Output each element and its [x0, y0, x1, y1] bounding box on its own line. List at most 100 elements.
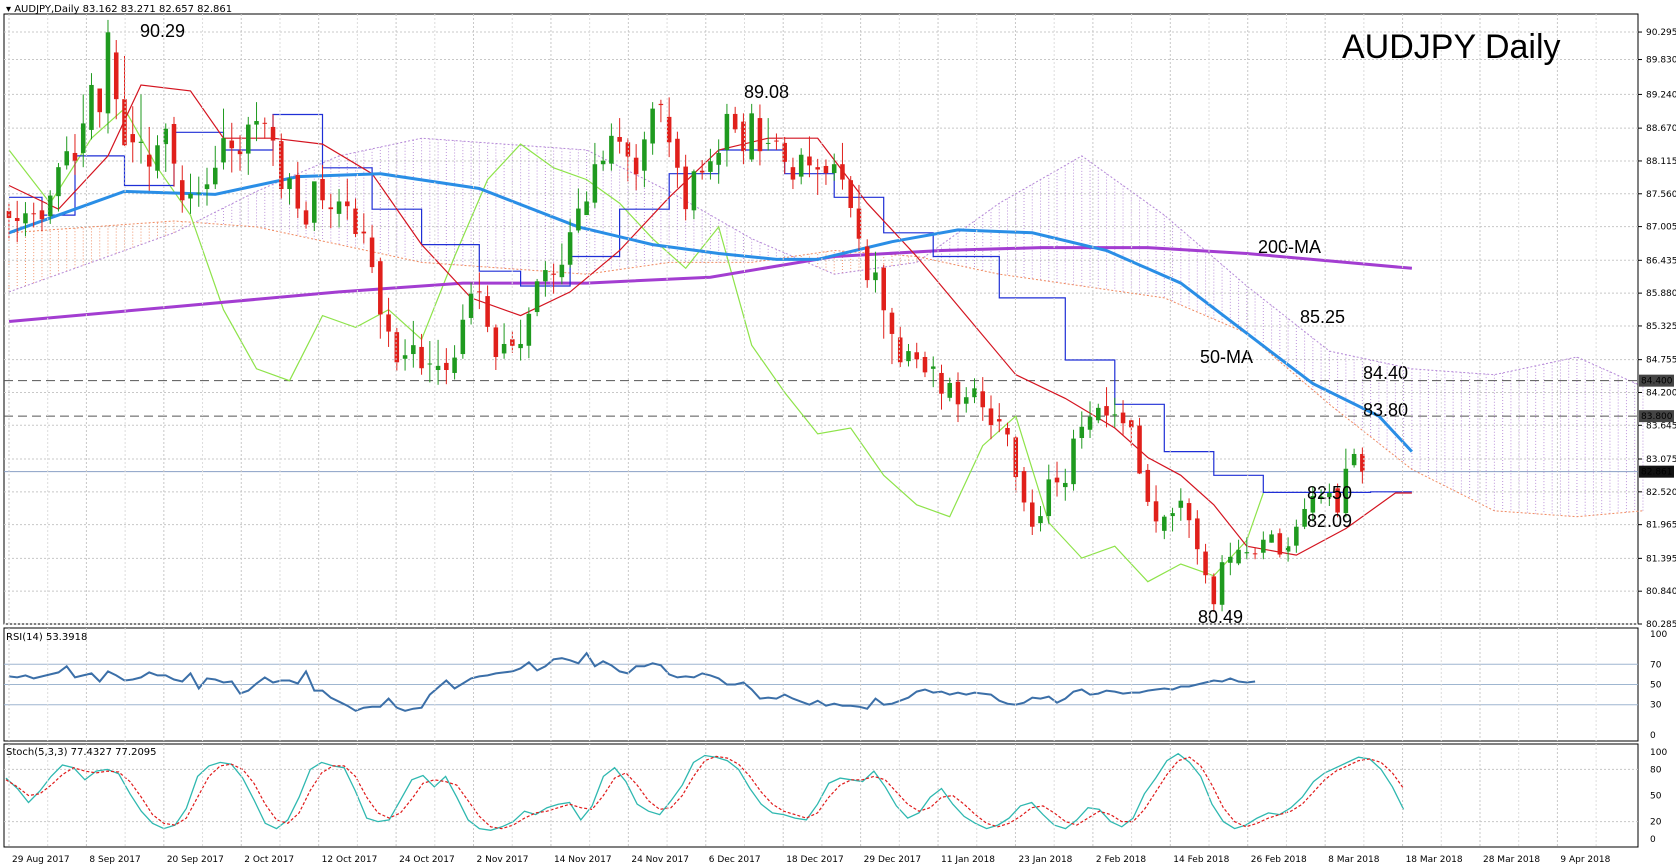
chart-title: AUDJPY Daily [1342, 28, 1561, 66]
candle-body [39, 210, 45, 220]
candle-body [23, 213, 28, 224]
candle-body [567, 232, 573, 265]
candle-body [427, 363, 433, 365]
date-tick-label: 23 Jan 2018 [1018, 855, 1072, 865]
date-tick-label: 2 Nov 2017 [477, 855, 529, 865]
price-annotation: 84.40 [1363, 363, 1408, 383]
date-tick-label: 11 Jan 2018 [941, 855, 995, 865]
candle-body [295, 174, 301, 209]
date-axis: 29 Aug 2017 8 Sep 2017 20 Sep 2017 2 Oct 20… [8, 14, 1611, 865]
candle-body [1327, 493, 1332, 498]
price-tick-label: 87.005 [1646, 223, 1676, 233]
candle-body [1079, 426, 1085, 439]
price-annotation: 80.49 [1198, 607, 1243, 627]
price-tick-label: 86.435 [1646, 256, 1676, 266]
candle-body [699, 170, 705, 173]
price-annotation: 83.80 [1363, 400, 1408, 420]
price-tick-label: 83.645 [1646, 421, 1676, 431]
candle-body [477, 291, 482, 293]
candle-body [1178, 500, 1184, 508]
candle-body [1219, 562, 1225, 605]
candle-body [444, 362, 449, 371]
candle-body [72, 152, 78, 161]
candle-body [378, 261, 383, 315]
candle-body [105, 32, 111, 114]
price-tick-label: 81.965 [1646, 521, 1676, 531]
candle-body [757, 118, 763, 152]
price-annotation: 89.08 [744, 82, 789, 102]
candle-body [576, 208, 581, 231]
candle-body [386, 314, 391, 332]
stoch-tick-label: 100 [1650, 748, 1667, 758]
candle-body [1195, 518, 1200, 550]
stoch-tick-label: 80 [1650, 765, 1662, 775]
candle-body [485, 296, 490, 327]
candle-body [526, 313, 532, 346]
candle-body [873, 272, 878, 281]
date-tick-label: 14 Nov 2017 [554, 855, 612, 865]
candle-body [716, 152, 721, 165]
price-tick-label: 89.830 [1646, 56, 1676, 66]
candle-body [163, 128, 169, 145]
date-tick-label: 24 Nov 2017 [631, 855, 689, 865]
panel-frame [3, 13, 1639, 625]
rsi-tick-label: 0 [1650, 731, 1656, 741]
candle-body [691, 171, 697, 211]
candle-body [518, 343, 523, 349]
date-tick-label: 26 Feb 2018 [1251, 855, 1307, 865]
candle-body [848, 180, 853, 208]
candle-body [56, 167, 61, 197]
candle-body [1046, 479, 1052, 517]
candle-body [625, 142, 631, 157]
price-annotation: 200-MA [1258, 237, 1321, 257]
candle-body [823, 165, 829, 174]
candle-body [89, 84, 94, 130]
candle-body [1029, 502, 1035, 527]
candle-body [996, 419, 1002, 422]
candle-body [534, 281, 540, 313]
candle-body [947, 383, 953, 398]
candle-body [361, 231, 367, 234]
candle-body [889, 312, 895, 334]
candle-body [914, 352, 919, 360]
candle-body [1145, 469, 1151, 502]
date-tick-label: 9 Apr 2018 [1560, 855, 1610, 865]
candle-body [955, 381, 961, 405]
candle-body [460, 319, 466, 355]
candle-body [658, 103, 664, 106]
candle-body [1343, 468, 1349, 514]
date-tick-label: 8 Sep 2017 [89, 855, 140, 865]
candle-body [774, 140, 779, 142]
main-price-panel[interactable]: 90.295 89.830 89.240 88.670 88.115 87.560 87.0… [3, 13, 1676, 848]
level-label-box [1639, 410, 1674, 423]
candle-body [782, 142, 787, 162]
candle-body [551, 273, 556, 275]
candle-body [939, 372, 944, 394]
dropdown-triangle-icon[interactable]: ▾ [6, 4, 12, 15]
price-annotation: 82.50 [1307, 483, 1352, 503]
candle-body [666, 116, 672, 143]
candle-body [1054, 477, 1060, 483]
candle-body [1285, 546, 1291, 552]
candle-body [1104, 406, 1109, 416]
candle-body [113, 52, 119, 100]
price-tick-label: 84.200 [1646, 388, 1676, 398]
candle-body [1228, 556, 1233, 563]
candle-body [600, 160, 606, 165]
candle-body [906, 351, 911, 362]
price-tick-label: 81.395 [1646, 554, 1676, 564]
date-tick-label: 12 Oct 2017 [322, 855, 378, 865]
stoch-tick-label: 20 [1650, 818, 1662, 828]
candle-body [642, 139, 647, 171]
candle-body [31, 213, 36, 215]
candle-body [683, 166, 688, 210]
rsi-panel[interactable]: 100 70 50 30 0 [4, 630, 1667, 741]
candle-body [279, 141, 284, 190]
candle-body [1277, 533, 1283, 555]
candle-body [312, 181, 317, 223]
date-tick-label: 2 Oct 2017 [244, 855, 294, 865]
rsi-tick-label: 70 [1650, 660, 1662, 670]
candle-body [922, 356, 928, 373]
price-tick-label: 80.285 [1646, 620, 1676, 630]
candle-body [1071, 438, 1076, 485]
